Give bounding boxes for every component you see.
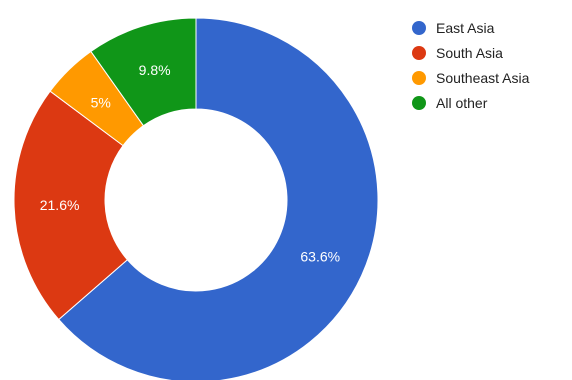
slice-south-asia[interactable] <box>13 90 129 321</box>
legend-item-all-other[interactable]: All other <box>412 90 529 115</box>
legend-label-southeast-asia: Southeast Asia <box>436 69 530 86</box>
slice-label-south-asia: 21.6% <box>40 197 80 213</box>
legend-item-southeast-asia[interactable]: Southeast Asia <box>412 65 529 90</box>
legend-item-east-asia[interactable]: East Asia <box>412 15 529 40</box>
legend-swatch-east-asia <box>412 20 426 35</box>
slice-all-other[interactable] <box>90 17 197 127</box>
slice-label-east-asia: 63.6% <box>300 249 340 265</box>
legend-label-all-other: All other <box>436 94 488 111</box>
donut-slices <box>13 17 379 380</box>
legend-swatch-southeast-asia <box>412 70 426 85</box>
slice-labels: 63.6% 21.6% 5% 9.8% <box>40 62 340 265</box>
legend-swatch-all-other <box>412 95 426 110</box>
legend-item-south-asia[interactable]: South Asia <box>412 40 529 65</box>
legend-label-south-asia: South Asia <box>436 44 503 61</box>
legend-swatch-south-asia <box>412 45 426 60</box>
chart-legend: East Asia South Asia Southeast Asia All … <box>412 15 529 115</box>
slice-east-asia[interactable] <box>58 17 379 380</box>
slice-label-southeast-asia: 5% <box>91 94 111 110</box>
legend-label-east-asia: East Asia <box>436 19 495 36</box>
slice-label-all-other: 9.8% <box>139 62 171 78</box>
